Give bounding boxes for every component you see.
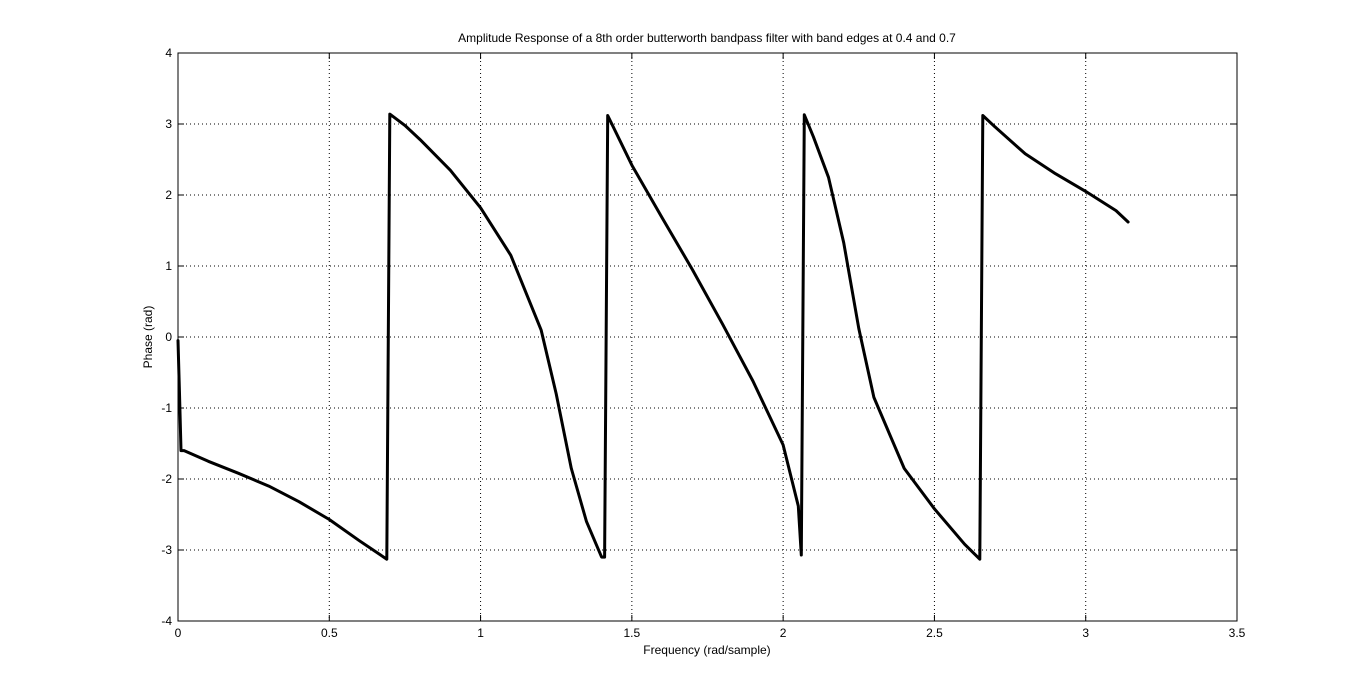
x-tick-label: 3 <box>1082 626 1089 640</box>
x-tick-label: 0.5 <box>321 626 338 640</box>
phase-series-line <box>176 112 1130 561</box>
y-tick-label: -4 <box>161 614 172 628</box>
series-lines <box>176 112 1130 561</box>
x-axis-title: Frequency (rad/sample) <box>643 643 770 657</box>
y-tick-label: 2 <box>165 188 172 202</box>
y-axis-title: Phase (rad) <box>141 306 155 369</box>
x-tick-labels: 0 0.5 1 1.5 2 2.5 3 3.5 <box>175 626 1246 640</box>
x-tick-label: 2 <box>780 626 787 640</box>
x-tick-label: 2.5 <box>926 626 943 640</box>
axis-ticks <box>177 52 1238 622</box>
y-tick-label: 0 <box>165 330 172 344</box>
y-tick-label: 3 <box>165 117 172 131</box>
x-tick-label: 0 <box>175 626 182 640</box>
y-tick-label: -3 <box>161 543 172 557</box>
x-tick-label: 3.5 <box>1229 626 1246 640</box>
y-tick-label: -1 <box>161 401 172 415</box>
y-tick-label: 1 <box>165 259 172 273</box>
y-tick-labels: -4 -3 -2 -1 0 1 2 3 4 <box>161 46 172 628</box>
x-tick-label: 1 <box>477 626 484 640</box>
x-tick-label: 1.5 <box>624 626 641 640</box>
y-tick-label: 4 <box>165 46 172 60</box>
chart-title: Amplitude Response of a 8th order butter… <box>458 31 956 45</box>
y-tick-label: -2 <box>161 472 172 486</box>
